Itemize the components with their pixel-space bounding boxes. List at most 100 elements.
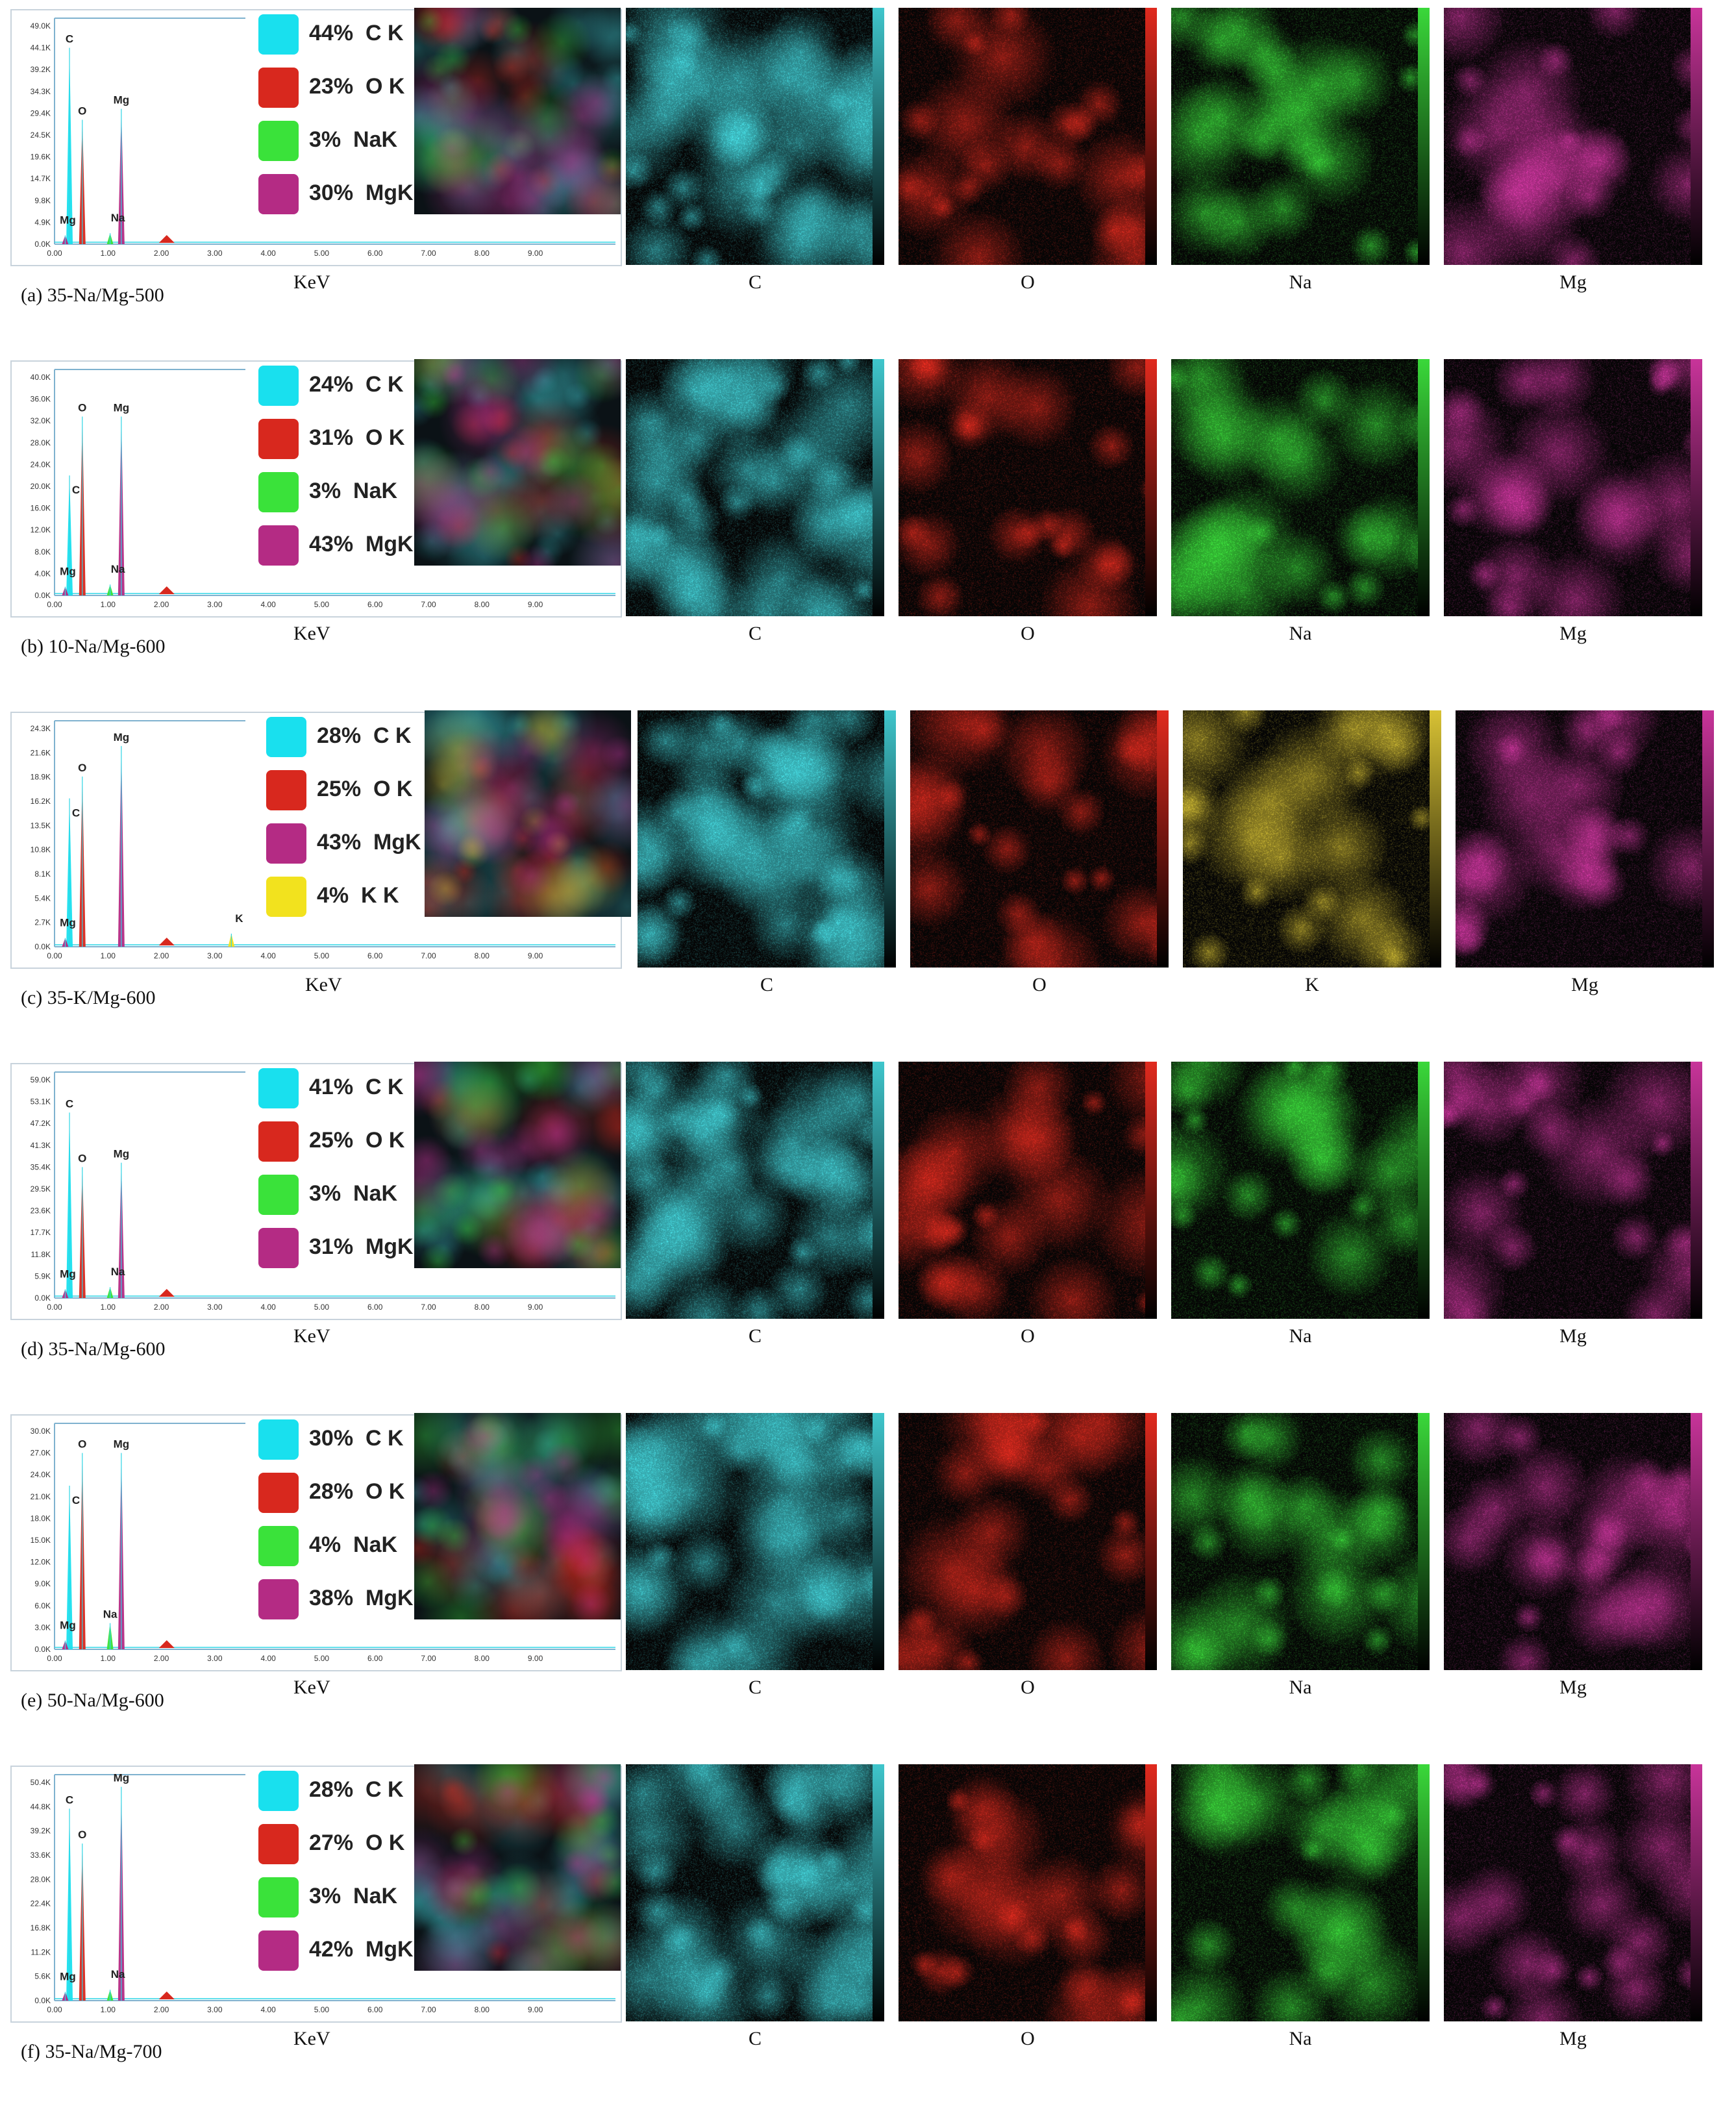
y-tick-label: 0.0K	[34, 1293, 51, 1303]
legend-swatch	[258, 1579, 299, 1619]
y-tick-label: 24.3K	[31, 724, 51, 733]
minor-peak	[158, 1289, 175, 1297]
peak-label: Mg	[60, 566, 76, 578]
intensity-colorbar	[873, 1764, 884, 2021]
y-tick-label: 23.6K	[31, 1206, 51, 1216]
y-tick-label: 30.0K	[31, 1427, 51, 1436]
x-tick-label: 5.00	[314, 249, 330, 258]
peak-label: O	[78, 1829, 86, 1841]
peak-label: C	[66, 1793, 73, 1806]
legend-text: 38% MgK	[309, 1586, 414, 1610]
spectrum-plot: 50.4K 44.8K 39.2K 33.6K 28.0K 22.4K 16.8K 11.2K…	[31, 1772, 615, 2014]
element-legend: 28% C K 25% O K 43% MgK 4% K K	[266, 717, 435, 931]
legend-text: 31% MgK	[309, 1234, 414, 1259]
x-tick-label: 0.00	[47, 951, 62, 960]
legend-swatch	[258, 14, 299, 55]
y-tick-label: 5.9K	[34, 1271, 51, 1280]
intensity-colorbar	[873, 1062, 884, 1319]
y-tick-label: 12.0K	[31, 1558, 51, 1567]
map-element-label: C	[748, 271, 762, 293]
kev-axis-label: KeV	[293, 271, 330, 293]
x-tick-label: 8.00	[475, 249, 490, 258]
x-tick-label: 2.00	[154, 1303, 169, 1312]
composite-overlay-image	[414, 8, 621, 214]
x-tick-label: 4.00	[260, 1654, 276, 1663]
intensity-colorbar	[1430, 710, 1441, 968]
y-tick-label: 36.0K	[31, 395, 51, 404]
element-map	[626, 1413, 884, 1670]
legend-text: 3% NaK	[309, 127, 398, 152]
element-map	[1171, 359, 1430, 616]
legend-item: 31% MgK	[258, 1228, 447, 1269]
intensity-colorbar	[1702, 710, 1714, 968]
spectrum-plot: 30.0K 27.0K 24.0K 21.0K 18.0K 15.0K 12.0K 9.0K 6…	[31, 1423, 615, 1663]
map-element-label: Na	[1289, 623, 1312, 644]
map-element-label: Mg	[1559, 271, 1587, 293]
element-map	[1171, 8, 1430, 265]
element-legend: 30% C K 28% O K 4% NaK 38% MgK	[258, 1419, 427, 1634]
peak-label: O	[78, 762, 86, 774]
legend-item: 31% O K	[258, 419, 447, 460]
x-tick-label: 9.00	[528, 2005, 543, 2014]
legend-item: 30% C K	[258, 1419, 447, 1461]
intensity-colorbar	[873, 359, 884, 616]
x-tick-label: 8.00	[475, 2005, 490, 2014]
element-map	[1171, 1062, 1430, 1319]
x-tick-label: 1.00	[101, 1654, 116, 1663]
map-element-label: Na	[1289, 2028, 1312, 2049]
x-tick-label: 6.00	[367, 1303, 383, 1312]
element-map	[899, 8, 1157, 265]
map-element-label: O	[1021, 1677, 1035, 1698]
element-map-canvas	[1171, 8, 1430, 265]
y-tick-label: 17.7K	[31, 1228, 51, 1237]
x-tick-label: 7.00	[421, 951, 436, 960]
element-map-canvas	[1171, 1764, 1430, 2021]
legend-swatch	[258, 68, 299, 108]
legend-item: 3% NaK	[258, 1877, 447, 1919]
map-element-label: K	[1305, 974, 1319, 995]
x-tick-label: 9.00	[528, 1654, 543, 1663]
y-tick-label: 0.0K	[34, 942, 51, 951]
element-map	[1444, 8, 1702, 265]
legend-text: 28% C K	[309, 1777, 404, 1802]
x-tick-label: 4.00	[260, 951, 276, 960]
x-tick-label: 3.00	[207, 249, 223, 258]
y-tick-label: 19.6K	[31, 153, 51, 162]
legend-item: 23% O K	[258, 68, 447, 109]
intensity-colorbar	[1691, 359, 1702, 616]
legend-swatch	[258, 1930, 299, 1971]
legend-swatch	[258, 419, 299, 459]
x-tick-label: 1.00	[101, 1303, 116, 1312]
x-tick-label: 6.00	[367, 951, 383, 960]
x-tick-label: 2.00	[154, 249, 169, 258]
legend-text: 3% NaK	[309, 479, 398, 503]
x-tick-label: 4.00	[260, 249, 276, 258]
element-map	[910, 710, 1169, 968]
peak-label: Mg	[114, 731, 130, 743]
element-map	[899, 1764, 1157, 2021]
legend-swatch	[266, 717, 306, 757]
y-tick-label: 0.0K	[34, 1996, 51, 2005]
element-map	[1444, 359, 1702, 616]
legend-text: 4% NaK	[309, 1532, 398, 1557]
legend-swatch	[258, 1473, 299, 1513]
intensity-colorbar	[1145, 8, 1157, 265]
legend-swatch	[258, 121, 299, 161]
element-map-canvas	[1444, 1062, 1702, 1319]
legend-item: 3% NaK	[258, 472, 447, 514]
element-legend: 28% C K 27% O K 3% NaK 42% MgK	[258, 1771, 427, 1985]
element-map	[626, 1062, 884, 1319]
y-tick-label: 21.6K	[31, 748, 51, 757]
y-tick-label: 14.7K	[31, 174, 51, 183]
y-tick-label: 34.3K	[31, 87, 51, 96]
y-tick-label: 39.2K	[31, 65, 51, 74]
legend-item: 4% NaK	[258, 1526, 447, 1568]
legend-swatch	[258, 472, 299, 512]
map-element-label: C	[748, 623, 762, 644]
intensity-colorbar	[1691, 8, 1702, 265]
legend-swatch	[258, 1121, 299, 1162]
kev-axis-label: KeV	[293, 1677, 330, 1698]
x-tick-label: 8.00	[475, 600, 490, 609]
legend-swatch	[266, 823, 306, 864]
minor-peak	[158, 1992, 175, 1999]
